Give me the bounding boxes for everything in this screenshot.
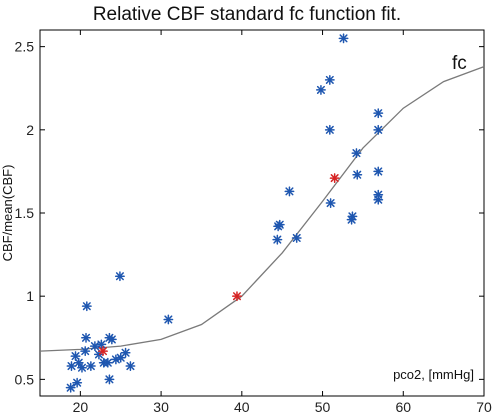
y-axis-label: CBF/mean(CBF): [0, 165, 15, 262]
fit-curve-layer: [39, 65, 485, 352]
data-point: [324, 74, 335, 85]
data-point: [291, 233, 302, 243]
data-point: [114, 271, 125, 282]
data-point: [373, 194, 384, 205]
fit-curve-fc: [39, 65, 485, 352]
data-point: [65, 382, 76, 393]
data-point: [120, 347, 131, 358]
data-point: [81, 301, 92, 312]
data-point: [66, 361, 77, 372]
data-point: [72, 377, 83, 388]
y-tick-label: 2: [26, 122, 34, 138]
x-axis-label: pco2, [mmHg]: [393, 367, 474, 382]
data-point: [104, 374, 115, 385]
data-point: [96, 339, 107, 350]
data-point: [85, 361, 96, 372]
x-tick-label: 40: [234, 399, 250, 413]
data-point: [163, 314, 174, 325]
x-tick-label: 20: [73, 399, 89, 413]
data-point: [373, 166, 384, 177]
data-point: [89, 341, 100, 352]
y-tick-label: 1: [26, 288, 34, 304]
axis-ticks: 20 30 40 50 60 70 0.5 1 1.5 2 2.5: [15, 30, 492, 415]
y-tick-label: 2.5: [15, 39, 35, 55]
x-tick-label: 30: [153, 399, 169, 413]
data-point: [351, 148, 362, 159]
y-tick-label: 0.5: [15, 371, 35, 387]
data-points-layer: [65, 33, 384, 393]
data-point: [81, 332, 91, 343]
y-tick-label: 1.5: [15, 205, 35, 221]
data-point: [373, 108, 384, 119]
data-point: [352, 169, 363, 180]
data-point: [80, 346, 91, 357]
data-point: [272, 234, 283, 245]
data-point: [77, 362, 87, 373]
data-point: [325, 198, 336, 208]
data-point: [347, 211, 358, 222]
data-point: [102, 357, 113, 368]
data-point: [274, 219, 285, 230]
data-point: [324, 124, 335, 135]
fit-point: [98, 346, 108, 357]
data-point: [284, 186, 295, 197]
x-tick-label: 50: [315, 399, 331, 413]
chart-title: Relative CBF standard fc function fit.: [93, 4, 401, 25]
x-tick-label: 60: [395, 399, 411, 413]
data-point: [373, 124, 384, 135]
data-point: [338, 33, 349, 44]
data-point: [315, 84, 326, 95]
x-tick-label: 70: [476, 399, 492, 413]
fit-point: [329, 173, 340, 184]
data-point: [125, 361, 136, 372]
data-point: [106, 334, 117, 345]
curve-label-fc: fc: [452, 53, 467, 74]
fit-point: [232, 291, 242, 302]
